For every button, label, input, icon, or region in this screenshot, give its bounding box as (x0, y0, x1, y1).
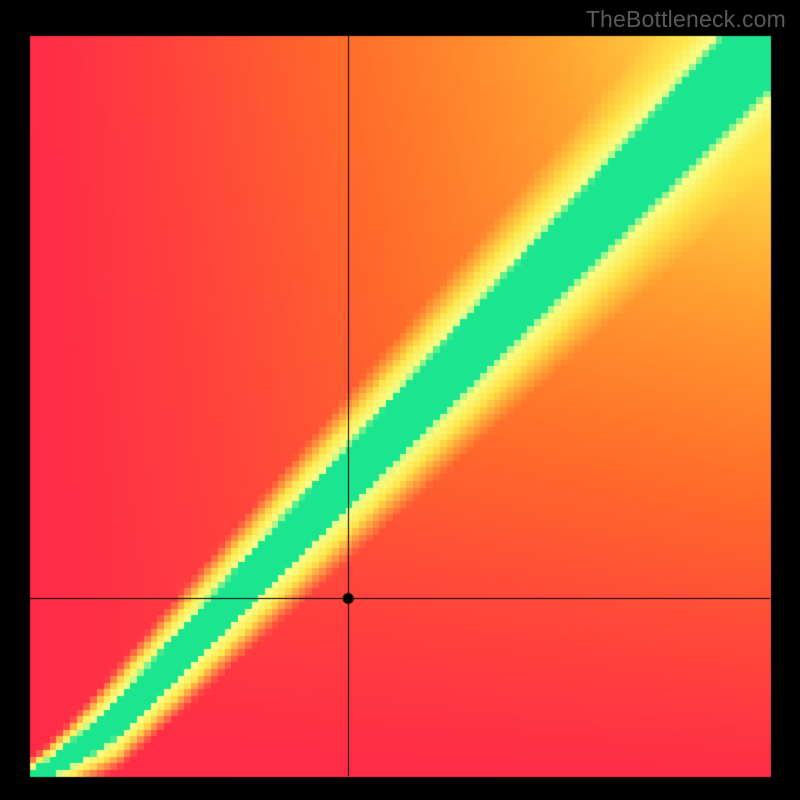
watermark-text: TheBottleneck.com (586, 6, 786, 33)
chart-container: TheBottleneck.com (0, 0, 800, 800)
bottleneck-heatmap (0, 0, 800, 800)
